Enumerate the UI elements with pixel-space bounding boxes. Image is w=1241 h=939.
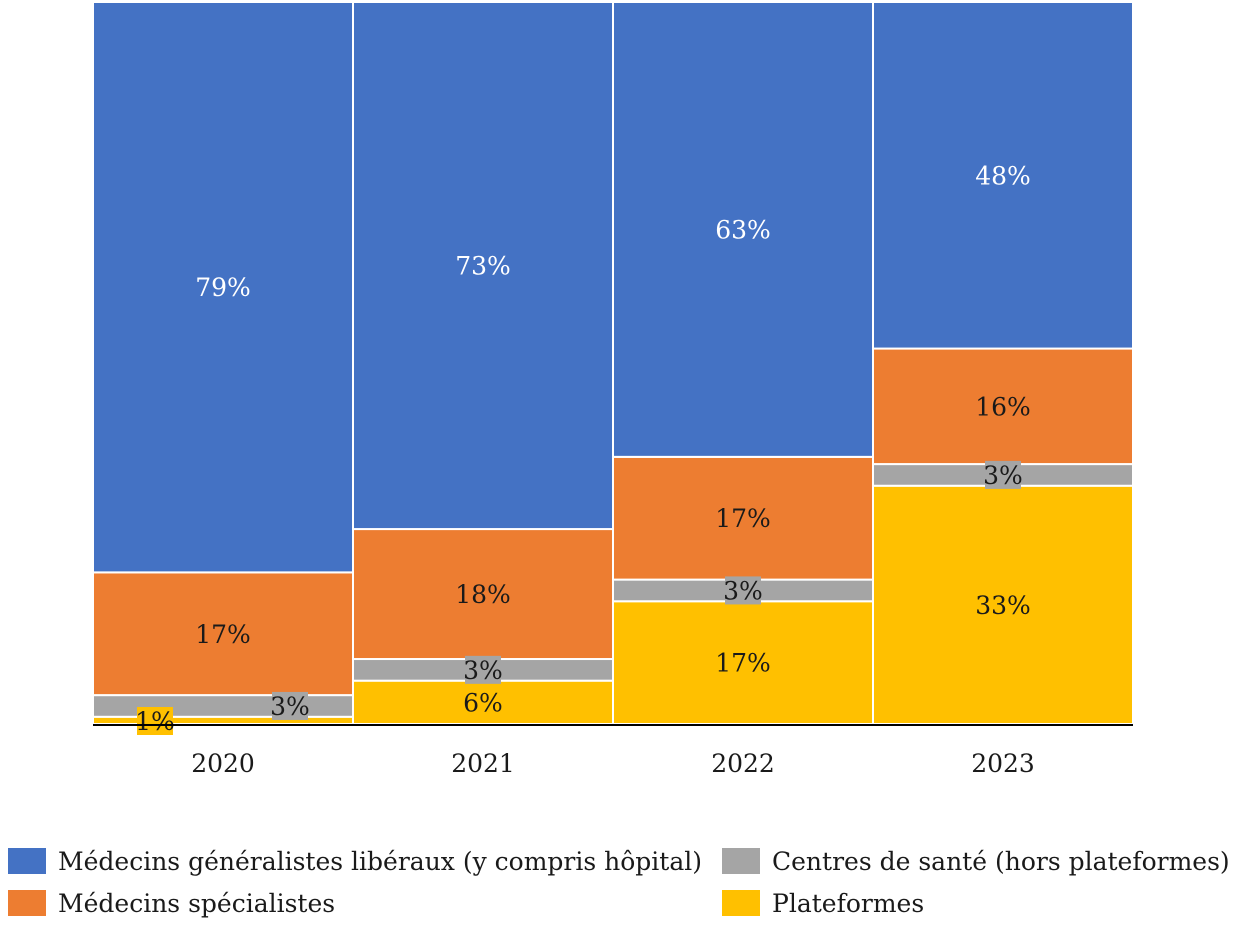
data-label-2020-centres-de-sante-hors-plateformes: 3%: [270, 692, 310, 721]
label-bg-2020-plateformes: [137, 707, 173, 735]
data-label-2021-medecins-generalistes-liberaux-y-compris-hopital: 73%: [455, 252, 511, 281]
data-label-2023-plateformes: 33%: [975, 591, 1031, 620]
label-bg-2022-centres-de-sante-hors-plateformes: [725, 576, 761, 605]
x-tick-label-2023: 2023: [971, 749, 1035, 778]
legend-swatch-centres-sante: [722, 848, 760, 874]
data-label-2023-centres-de-sante-hors-plateformes: 3%: [983, 461, 1023, 490]
data-label-2022-plateformes: 17%: [715, 649, 771, 678]
data-label-2023-medecins-generalistes-liberaux-y-compris-hopital: 48%: [975, 161, 1031, 190]
legend-label-generalistes: Médecins généralistes libéraux (y compri…: [58, 846, 703, 876]
data-label-2023-medecins-specialistes: 16%: [975, 392, 1031, 421]
bar-2020-medecins-specialistes: [92, 571, 354, 697]
legend-label-specialistes: Médecins spécialistes: [58, 888, 336, 918]
label-bg-2021-centres-de-sante-hors-plateformes: [465, 655, 501, 684]
legend-item-specialistes: Médecins spécialistes: [8, 886, 335, 920]
data-label-2021-centres-de-sante-hors-plateformes: 3%: [463, 656, 503, 685]
legend-item-generalistes: Médecins généralistes libéraux (y compri…: [8, 844, 702, 878]
label-bg-2020-centres-de-sante-hors-plateformes: [272, 691, 308, 720]
stacked-bar-chart: 1% 3% 17% 79% 6% 3% 18% 73% 17% 3% 17% 63% 33% 3% 16% 4…: [92, 1, 1134, 778]
data-label-2021-medecins-specialistes: 18%: [455, 580, 511, 609]
legend-swatch-specialistes: [8, 890, 46, 916]
data-label-2020-medecins-generalistes-liberaux-y-compris-hopital: 79%: [195, 273, 251, 302]
x-tick-label-2021: 2021: [451, 749, 515, 778]
bar-2023-medecins-specialistes: [872, 347, 1134, 466]
legend: Médecins généralistes libéraux (y compri…: [0, 838, 1241, 928]
data-label-2022-medecins-specialistes: 17%: [715, 504, 771, 533]
label-bg-2023-centres-de-sante-hors-plateformes: [985, 460, 1021, 489]
data-labels-group: 1% 3% 17% 79% 6% 3% 18% 73% 17% 3% 17% 63% 33% 3% 16% 4…: [135, 161, 1031, 736]
bar-2020-centres-de-sante-hors-plateformes: [92, 694, 354, 718]
data-label-2020-medecins-specialistes: 17%: [195, 620, 251, 649]
legend-label-plateformes: Plateformes: [772, 888, 925, 918]
bar-2022-medecins-generalistes-liberaux-y-compris-hopital: [612, 1, 874, 458]
bar-2020-plateformes: [92, 715, 354, 726]
legend-swatch-plateformes: [722, 890, 760, 916]
data-label-2021-plateformes: 6%: [463, 688, 503, 717]
x-tick-label-2022: 2022: [711, 749, 775, 778]
data-label-2022-medecins-generalistes-liberaux-y-compris-hopital: 63%: [715, 215, 771, 244]
bar-2021-medecins-generalistes-liberaux-y-compris-hopital: [352, 1, 614, 531]
legend-swatch-generalistes: [8, 848, 46, 874]
x-tick-labels-group: 2020 2021 2022 2023: [191, 749, 1035, 778]
legend-label-centres-sante: Centres de santé (hors plateformes): [772, 846, 1230, 876]
x-tick-label-2020: 2020: [191, 749, 255, 778]
bars-group: [92, 1, 1134, 726]
legend-item-plateformes: Plateformes: [722, 886, 924, 920]
bar-2023-plateformes: [872, 484, 1134, 725]
data-label-2022-centres-de-sante-hors-plateformes: 3%: [723, 576, 763, 605]
bar-2023-medecins-generalistes-liberaux-y-compris-hopital: [872, 1, 1134, 350]
legend-item-centres-sante: Centres de santé (hors plateformes): [722, 844, 1230, 878]
data-label-2020-plateformes: 1%: [135, 707, 175, 736]
